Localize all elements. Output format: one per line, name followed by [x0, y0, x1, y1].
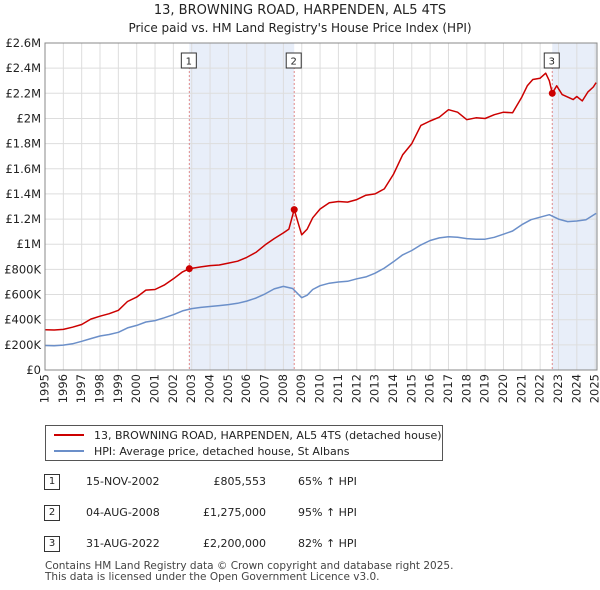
plot-frame [44, 42, 598, 371]
x-tick-label: 2022 [533, 374, 547, 403]
y-tick-label: £1.8M [5, 137, 41, 151]
price-chart: 13, BROWNING ROAD, HARPENDEN, AL5 4TS Pr… [4, 3, 600, 403]
table-row: 1 15-NOV-2002 £805,553 65% ↑ HPI [0, 472, 600, 492]
series-line [44, 212, 597, 347]
sale-point [548, 89, 556, 97]
table-row: 3 31-AUG-2022 £2,200,000 82% ↑ HPI [0, 534, 600, 554]
y-tick-label: £1.4M [5, 187, 41, 201]
sale-marker-label: 3 [549, 57, 555, 68]
sale-price: £805,553 [213, 475, 267, 488]
y-tick-label: £800K [4, 262, 41, 276]
x-tick-label: 2006 [239, 374, 253, 403]
x-tick-label: 2025 [588, 374, 600, 403]
x-tick-label: 2015 [404, 374, 418, 403]
table-row: 2 04-AUG-2008 £1,275,000 95% ↑ HPI [0, 503, 600, 523]
y-tick-label: £2.4M [5, 61, 41, 75]
x-tick-label: 2009 [294, 374, 308, 403]
x-tick-label: 2013 [368, 374, 382, 403]
y-tick-label: £1M [16, 237, 41, 251]
footer-copyright: Contains HM Land Registry data © Crown c… [45, 560, 454, 572]
x-tick-label: 2024 [569, 374, 583, 403]
legend-swatch-blue [54, 450, 84, 452]
x-tick-label: 2000 [129, 374, 143, 403]
sale-marker-box [543, 52, 560, 69]
y-tick-label: £0 [26, 363, 41, 377]
sale-price: £2,200,000 [203, 537, 266, 550]
series-line [44, 72, 597, 331]
x-tick-label: 2012 [349, 374, 363, 403]
y-tick-label: £400K [4, 313, 41, 327]
legend-item-property: 13, BROWNING ROAD, HARPENDEN, AL5 4TS (d… [54, 428, 442, 444]
sale-number: 3 [44, 536, 60, 552]
sale-number: 1 [44, 474, 60, 490]
x-tick-label: 2011 [331, 374, 345, 403]
x-tick-label: 1998 [93, 374, 107, 403]
x-tick-label: 2008 [276, 374, 290, 403]
x-tick-label: 2017 [441, 374, 455, 403]
x-tick-label: 2005 [221, 374, 235, 403]
plot-area [45, 43, 597, 370]
sale-hpi-change: 95% ↑ HPI [298, 506, 357, 519]
sale-hpi-change: 82% ↑ HPI [298, 537, 357, 550]
x-tick-label: 2018 [459, 374, 473, 403]
y-tick-label: £2.6M [5, 36, 41, 50]
x-tick-label: 2004 [203, 374, 217, 403]
y-tick-label: £2.2M [5, 86, 41, 100]
sale-point [185, 265, 193, 273]
ownership-shading [189, 43, 295, 370]
legend-swatch-red [54, 434, 84, 436]
x-tick-label: 2003 [184, 374, 198, 403]
footer-license: This data is licensed under the Open Gov… [45, 571, 380, 583]
sale-date: 31-AUG-2022 [86, 537, 160, 550]
x-tick-label: 2010 [313, 374, 327, 403]
chart-legend: 13, BROWNING ROAD, HARPENDEN, AL5 4TS (d… [45, 425, 443, 461]
legend-item-hpi: HPI: Average price, detached house, St A… [54, 444, 349, 460]
legend-label-property: 13, BROWNING ROAD, HARPENDEN, AL5 4TS (d… [94, 429, 442, 442]
sale-date: 04-AUG-2008 [86, 506, 160, 519]
y-tick-label: £1.2M [5, 212, 41, 226]
x-tick-label: 2023 [551, 374, 565, 403]
sale-number: 2 [44, 505, 60, 521]
x-tick-label: 1997 [74, 374, 88, 403]
legend-label-hpi: HPI: Average price, detached house, St A… [94, 445, 350, 458]
x-tick-label: 2014 [386, 374, 400, 403]
sale-hpi-change: 65% ↑ HPI [298, 475, 357, 488]
sale-marker-box [180, 52, 197, 69]
y-tick-label: £2M [16, 111, 41, 125]
x-tick-label: 1996 [56, 374, 70, 403]
x-tick-label: 2001 [148, 374, 162, 403]
x-tick-label: 2007 [258, 374, 272, 403]
x-tick-label: 2016 [423, 374, 437, 403]
sale-price: £1,275,000 [203, 506, 266, 519]
x-tick-label: 2021 [514, 374, 528, 403]
y-tick-label: £200K [4, 338, 41, 352]
y-tick-label: £600K [4, 288, 41, 302]
x-tick-label: 2020 [496, 374, 510, 403]
x-tick-label: 2002 [166, 374, 180, 403]
x-tick-label: 1999 [111, 374, 125, 403]
sale-marker-box [285, 52, 302, 69]
sale-point [290, 206, 298, 214]
chart-subtitle: Price paid vs. HM Land Registry's House … [128, 21, 471, 35]
chart-title: 13, BROWNING ROAD, HARPENDEN, AL5 4TS [154, 3, 446, 18]
sale-marker-label: 1 [186, 57, 192, 68]
x-tick-label: 2019 [478, 374, 492, 403]
y-tick-label: £1.6M [5, 162, 41, 176]
sale-marker-label: 2 [291, 57, 297, 68]
footer: Contains HM Land Registry data © Crown c… [45, 561, 453, 583]
x-tick-label: 1995 [38, 374, 52, 403]
sale-date: 15-NOV-2002 [86, 475, 160, 488]
